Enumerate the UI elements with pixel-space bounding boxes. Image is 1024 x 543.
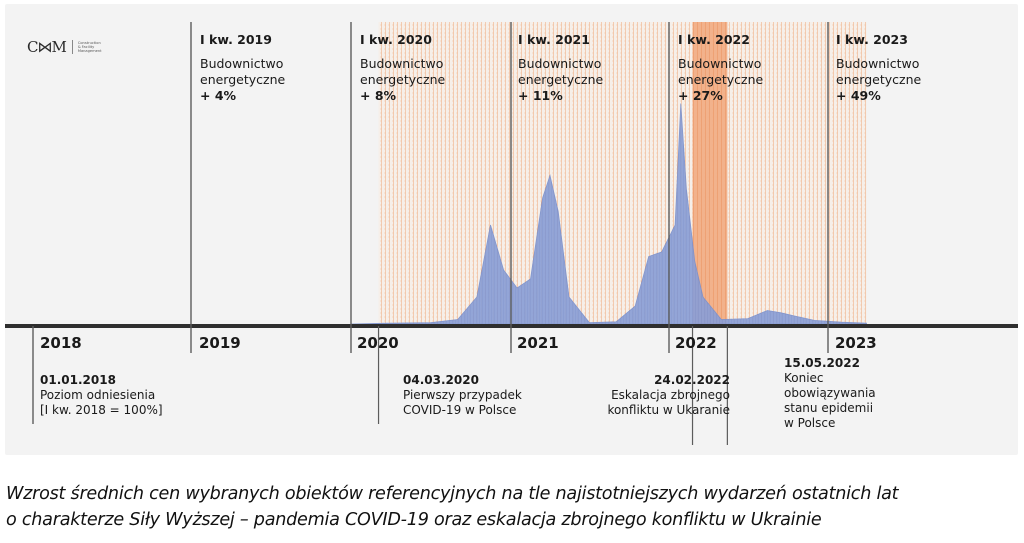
quarter-value: + 49% bbox=[836, 88, 881, 103]
year-label-2020: 2020 bbox=[357, 334, 399, 352]
quarter-desc: Budownictwo energetyczne bbox=[200, 56, 286, 87]
quarter-label: I kw. 2020 bbox=[360, 32, 432, 47]
quarter-desc: Budownictwo energetyczne bbox=[518, 56, 604, 87]
logo-text: Construction & Facility Management bbox=[77, 40, 102, 54]
quarter-desc: Budownictwo energetyczne bbox=[678, 56, 764, 87]
quarter-value: + 27% bbox=[678, 88, 723, 103]
figure-caption: Wzrost średnich cen wybranych obiektów r… bbox=[6, 481, 1021, 533]
quarter-desc: Budownictwo energetyczne bbox=[836, 56, 922, 87]
chart-svg bbox=[5, 22, 1018, 445]
caption-line-1: Wzrost średnich cen wybranych obiektów r… bbox=[6, 484, 899, 504]
event-reference: 01.01.2018 Poziom odniesienia [I kw. 201… bbox=[40, 373, 163, 418]
covid-area bbox=[350, 103, 867, 325]
event-text: Poziom odniesienia [I kw. 2018 = 100%] bbox=[40, 388, 163, 417]
event-date: 15.05.2022 bbox=[784, 356, 860, 370]
logo-divider bbox=[71, 40, 73, 54]
quarter-2019: I kw. 2019 Budownictwo energetyczne + 4% bbox=[200, 32, 285, 104]
quarter-label: I kw. 2019 bbox=[200, 32, 272, 47]
event-text: Pierwszy przypadek COVID-19 w Polsce bbox=[403, 388, 522, 417]
chart-panel: C⋈M Construction & Facility Management I… bbox=[5, 4, 1018, 455]
quarter-2020: I kw. 2020 Budownictwo energetyczne + 8% bbox=[360, 32, 445, 104]
quarter-value: + 4% bbox=[200, 88, 237, 103]
year-label-2022: 2022 bbox=[675, 334, 717, 352]
war-period-band bbox=[692, 22, 728, 324]
event-date: 01.01.2018 bbox=[40, 373, 116, 387]
year-label-2019: 2019 bbox=[199, 334, 241, 352]
covid-period-band bbox=[378, 22, 867, 324]
logo-mark: C⋈M bbox=[27, 38, 67, 56]
event-date: 24.02.2022 bbox=[654, 373, 730, 387]
year-label-2018: 2018 bbox=[40, 334, 82, 352]
quarter-label: I kw. 2023 bbox=[836, 32, 908, 47]
quarter-value: + 8% bbox=[360, 88, 397, 103]
event-text: Eskalacja zbrojnego konfliktu w Ukaranie bbox=[607, 388, 730, 417]
quarter-desc: Budownictwo energetyczne bbox=[360, 56, 446, 87]
covid-series-area bbox=[350, 103, 867, 325]
quarter-2023: I kw. 2023 Budownictwo energetyczne + 49… bbox=[836, 32, 921, 104]
shaded-periods bbox=[378, 22, 867, 324]
guide-lines bbox=[5, 22, 1018, 445]
year-label-2021: 2021 bbox=[517, 334, 559, 352]
quarter-label: I kw. 2021 bbox=[518, 32, 590, 47]
event-epidemic-end: 15.05.2022 Koniec obowiązywania stanu ep… bbox=[784, 356, 876, 431]
quarter-2022: I kw. 2022 Budownictwo energetyczne + 27… bbox=[678, 32, 763, 104]
year-label-2023: 2023 bbox=[835, 334, 877, 352]
event-date: 04.03.2020 bbox=[403, 373, 479, 387]
event-war: 24.02.2022 Eskalacja zbrojnego konfliktu… bbox=[582, 373, 730, 418]
quarter-2021: I kw. 2021 Budownictwo energetyczne + 11… bbox=[518, 32, 603, 104]
event-text: Koniec obowiązywania stanu epidemii w Po… bbox=[784, 371, 876, 430]
quarter-value: + 11% bbox=[518, 88, 563, 103]
event-covid: 04.03.2020 Pierwszy przypadek COVID-19 w… bbox=[403, 373, 522, 418]
quarter-label: I kw. 2022 bbox=[678, 32, 750, 47]
logo: C⋈M Construction & Facility Management bbox=[27, 38, 118, 56]
caption-line-2: o charakterze Siły Wyższej – pandemia CO… bbox=[6, 510, 822, 530]
